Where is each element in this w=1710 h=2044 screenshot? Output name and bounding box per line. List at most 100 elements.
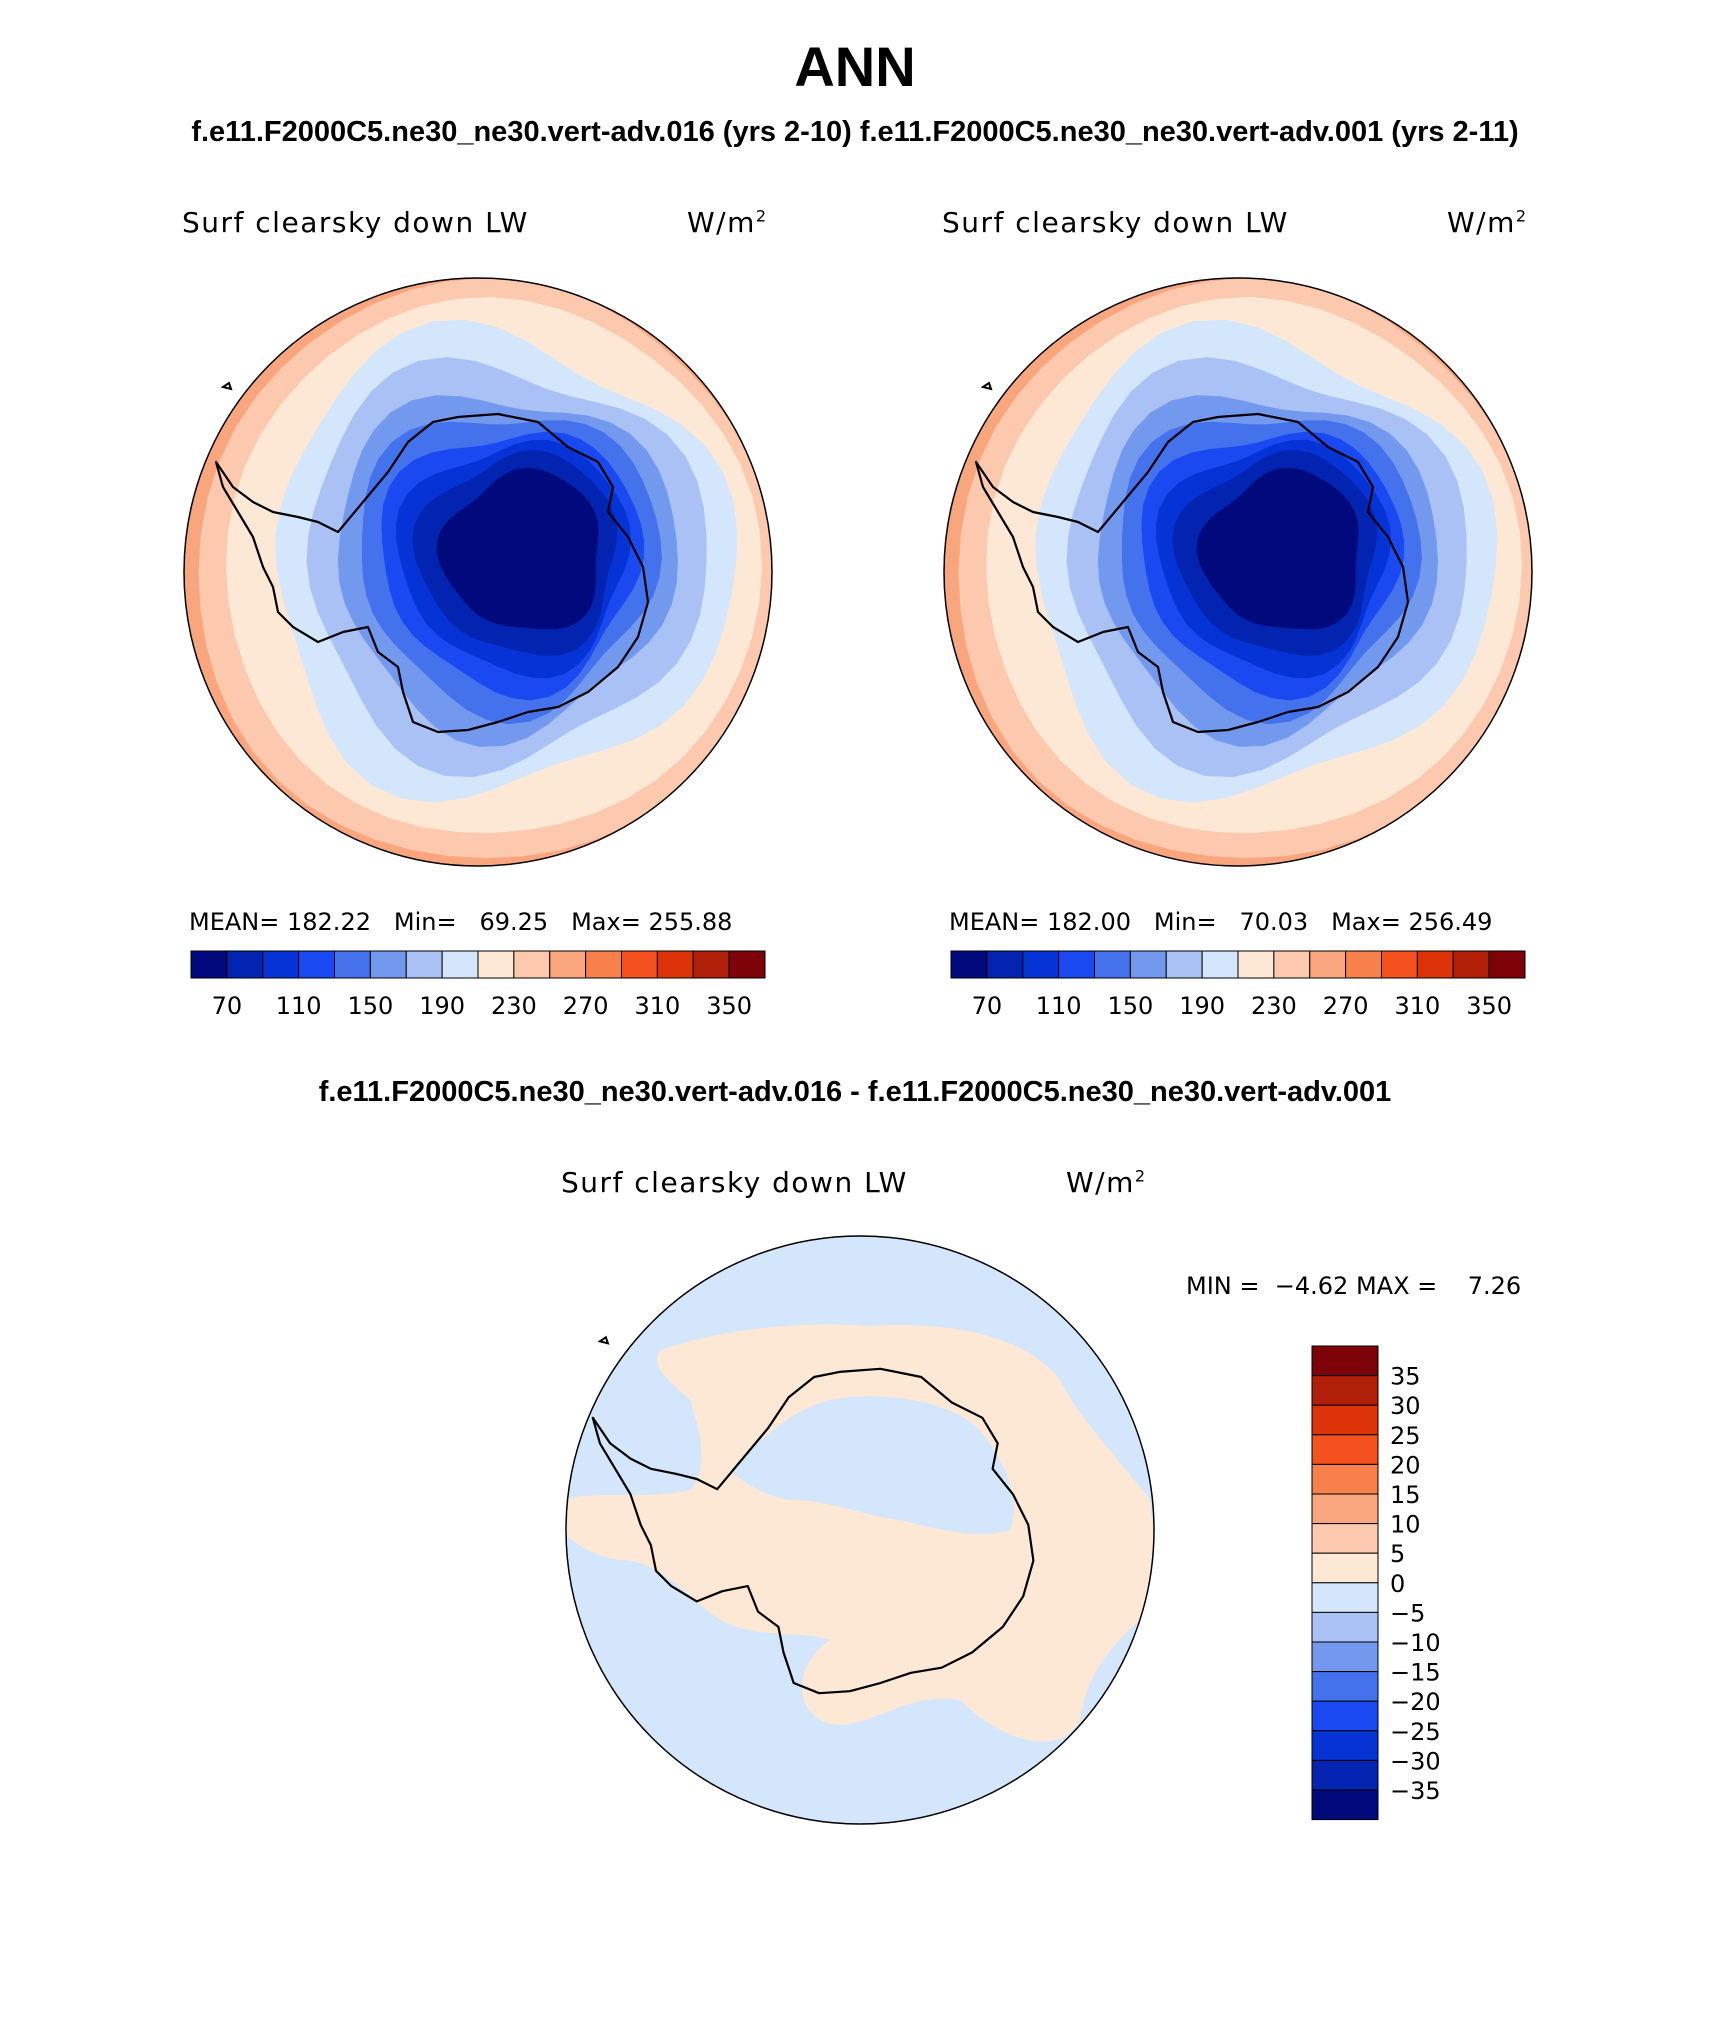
colorbar-diff-swatch bbox=[1311, 1730, 1379, 1761]
colorbar2-swatch bbox=[1452, 950, 1490, 979]
colorbar-diff-tick-label: 0 bbox=[1390, 1570, 1405, 1598]
colorbar1-swatch bbox=[226, 950, 264, 979]
diff-units: W/m2 bbox=[1066, 1166, 1147, 1199]
case-title: f.e11.F2000C5.ne30_ne30.vert-adv.016 (yr… bbox=[191, 116, 1519, 148]
panel2-units: W/m2 bbox=[1447, 206, 1528, 239]
diff-positive-area bbox=[566, 1324, 1154, 1742]
map2-island-coast bbox=[980, 381, 993, 391]
colorbar2-swatch bbox=[1381, 950, 1418, 979]
colorbar2-swatch bbox=[1273, 950, 1311, 979]
colorbar1-swatch bbox=[298, 950, 335, 979]
colorbar-diff-tick-label: −30 bbox=[1390, 1747, 1441, 1775]
colorbar2-swatch bbox=[1094, 950, 1131, 979]
colorbar1-tick-label: 310 bbox=[634, 992, 680, 1020]
colorbar1-swatch bbox=[621, 950, 658, 979]
colorbar-diff-tick-label: −15 bbox=[1390, 1659, 1441, 1687]
panel1-stats: MEAN= 182.22 Min= 69.25 Max= 255.88 bbox=[189, 908, 733, 936]
colorbar2-tick-label: 270 bbox=[1323, 992, 1369, 1020]
diff-coastline bbox=[591, 1335, 1035, 1695]
colorbar-panel-1: 70 110 150 190 230 270 310 350 bbox=[190, 950, 766, 1020]
map1-coastline bbox=[214, 381, 650, 734]
diff-minmax: MIN = −4.62 MAX = 7.26 bbox=[1186, 1272, 1522, 1300]
colorbar2-swatch bbox=[1129, 950, 1167, 979]
map1-antarctica-coast bbox=[214, 412, 650, 734]
colorbar2-tick-label: 70 bbox=[972, 992, 1003, 1020]
map1-frame bbox=[183, 277, 773, 867]
map2-contours bbox=[944, 278, 1532, 866]
colorbar-diff-tick-label: −35 bbox=[1390, 1777, 1441, 1805]
colorbar-diff-tick-label: −10 bbox=[1390, 1629, 1441, 1657]
colorbar-diff-swatch bbox=[1311, 1611, 1379, 1643]
map-panel-2 bbox=[943, 277, 1533, 867]
colorbar-diff-tick-label: 15 bbox=[1390, 1481, 1421, 1509]
colorbar-diff-swatch bbox=[1311, 1434, 1379, 1465]
diff-antarctica-coast bbox=[591, 1367, 1035, 1695]
colorbar1-swatch bbox=[549, 950, 587, 979]
colorbar2-swatch bbox=[986, 950, 1024, 979]
map1-contour-core bbox=[436, 467, 599, 630]
panel2-stats: MEAN= 182.00 Min= 70.03 Max= 256.49 bbox=[949, 908, 1493, 936]
diff-variable-label: Surf clearsky down LW bbox=[561, 1166, 908, 1199]
colorbar1-swatch bbox=[692, 950, 730, 979]
colorbar1-tick-label: 70 bbox=[212, 992, 243, 1020]
colorbar-diff-swatch bbox=[1311, 1345, 1379, 1377]
map2-frame bbox=[943, 277, 1533, 867]
colorbar1-tick-label: 270 bbox=[563, 992, 609, 1020]
diff-negative-interior bbox=[730, 1396, 1014, 1535]
main-title: ANN bbox=[794, 35, 916, 98]
colorbar2-tick-label: 150 bbox=[1107, 992, 1153, 1020]
colorbar1-tick-label: 230 bbox=[491, 992, 537, 1020]
colorbar2-swatch bbox=[1165, 950, 1203, 979]
colorbar2-swatch bbox=[950, 950, 988, 979]
colorbar1-swatch bbox=[477, 950, 515, 979]
diff-contours bbox=[566, 1236, 1154, 1824]
colorbar-diff-tick-label: 25 bbox=[1390, 1422, 1421, 1450]
colorbar2-swatch bbox=[1237, 950, 1275, 979]
colorbar1-swatch bbox=[513, 950, 551, 979]
colorbar-diff-tick-label: −20 bbox=[1390, 1688, 1441, 1716]
map2-antarctica-coast bbox=[974, 412, 1410, 734]
colorbar1-swatch bbox=[585, 950, 622, 979]
colorbar-panel-2: 70 110 150 190 230 270 310 350 bbox=[950, 950, 1526, 1020]
map2-coastline bbox=[974, 381, 1410, 734]
diff-frame bbox=[565, 1235, 1155, 1825]
colorbar-diff-swatch bbox=[1311, 1523, 1379, 1554]
colorbar1-swatch bbox=[441, 950, 479, 979]
panel2-variable-label: Surf clearsky down LW bbox=[942, 206, 1289, 239]
colorbar-diff-tick-label: 10 bbox=[1390, 1511, 1421, 1539]
diff-title: f.e11.F2000C5.ne30_ne30.vert-adv.016 - f… bbox=[318, 1076, 1392, 1108]
colorbar1-tick-label: 110 bbox=[276, 992, 322, 1020]
colorbar2-swatch bbox=[1022, 950, 1060, 979]
colorbar-diff-tick-label: −25 bbox=[1390, 1718, 1441, 1746]
colorbar2-swatch bbox=[1488, 950, 1526, 979]
colorbar-diff-swatch bbox=[1311, 1463, 1379, 1495]
colorbar-diff-swatch bbox=[1311, 1552, 1379, 1584]
colorbar-diff-tick-label: −5 bbox=[1390, 1599, 1425, 1627]
colorbar-diff-swatch bbox=[1311, 1700, 1379, 1732]
colorbar2-swatch bbox=[1345, 950, 1382, 979]
map1-contours bbox=[184, 278, 772, 866]
colorbar-diff-swatch bbox=[1311, 1582, 1379, 1613]
colorbar2-swatch bbox=[1309, 950, 1347, 979]
colorbar1-tick-label: 350 bbox=[706, 992, 752, 1020]
colorbar-diff-swatch bbox=[1311, 1759, 1379, 1791]
colorbar1-swatch bbox=[190, 950, 228, 979]
colorbar-diff-swatch bbox=[1311, 1789, 1379, 1821]
colorbar-diff-swatch bbox=[1311, 1404, 1379, 1436]
colorbar-diff-swatch bbox=[1311, 1493, 1379, 1525]
colorbar1-tick-label: 190 bbox=[419, 992, 465, 1020]
colorbar-diff-swatch bbox=[1311, 1641, 1379, 1673]
colorbar2-swatch bbox=[1058, 950, 1095, 979]
colorbar2-tick-label: 310 bbox=[1394, 992, 1440, 1020]
colorbar2-tick-label: 110 bbox=[1036, 992, 1082, 1020]
colorbar1-swatch bbox=[334, 950, 371, 979]
colorbar2-swatch bbox=[1201, 950, 1239, 979]
colorbar-diff-tick-label: 20 bbox=[1390, 1451, 1421, 1479]
colorbar1-swatch bbox=[728, 950, 766, 979]
colorbar1-swatch bbox=[262, 950, 300, 979]
colorbar-diff-swatch bbox=[1311, 1375, 1379, 1406]
colorbar-diff-tick-label: 35 bbox=[1390, 1363, 1421, 1391]
colorbar1-swatch bbox=[656, 950, 694, 979]
panel1-units: W/m2 bbox=[687, 206, 768, 239]
